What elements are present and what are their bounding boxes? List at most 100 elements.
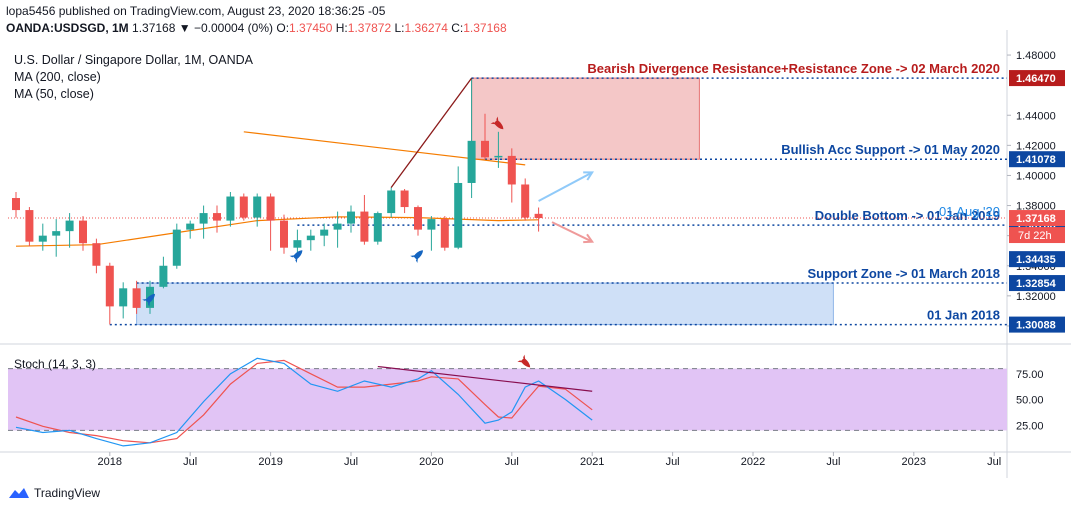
- candle-body: [280, 220, 288, 248]
- candle-body: [172, 229, 181, 266]
- time-tick-label: Jul: [987, 456, 1001, 468]
- candle-body: [239, 196, 248, 218]
- rocket-down-icon: [490, 116, 504, 130]
- rocket-fin: [142, 298, 150, 307]
- candle-body: [534, 213, 543, 219]
- open-label: O:: [276, 21, 290, 35]
- up-arrow-head: [583, 171, 595, 181]
- high-label: H:: [335, 21, 348, 35]
- low-value: 1.36274: [404, 21, 448, 35]
- stoch-band: [8, 368, 1007, 431]
- candle-body: [427, 219, 436, 230]
- candle-body: [52, 231, 61, 236]
- time-tick-label: 2018: [98, 456, 122, 468]
- level-label-3: Support Zone -> 01 March 2018: [807, 266, 1000, 281]
- rocket-up-icon: [410, 250, 423, 263]
- level-price-tag-1: 1.41078: [1016, 154, 1056, 166]
- price-tick-label: 1.38000: [1016, 201, 1056, 213]
- down-arrow-head: [583, 233, 595, 244]
- stoch-tick-label: 50.00: [1016, 395, 1044, 407]
- resistance-zone: [471, 77, 700, 160]
- rocket-fin: [289, 255, 298, 263]
- price-tick-label: 1.42000: [1016, 140, 1056, 152]
- countdown-tag-bg: [1009, 227, 1065, 244]
- candle-body: [293, 240, 302, 248]
- rocket-body: [494, 120, 504, 130]
- candle-body: [79, 220, 87, 244]
- candle-body: [333, 223, 342, 230]
- candle-body: [65, 220, 74, 232]
- last-price: 1.37168: [132, 21, 176, 35]
- current-price-tag-bg: [1009, 210, 1065, 227]
- symbol-label: OANDA:USDSGD, 1M: [6, 21, 129, 35]
- rocket-up-icon: [142, 293, 155, 307]
- candle-body: [454, 182, 463, 248]
- extra-price-tag-0: 1.34435: [1016, 254, 1056, 266]
- rocket-down-icon: [517, 354, 531, 368]
- level-price-tag-0-bg: [1009, 70, 1065, 87]
- time-tick-label: 2019: [258, 456, 282, 468]
- rocket-body: [520, 358, 531, 368]
- candle-body: [132, 288, 141, 308]
- candle-body: [38, 235, 47, 242]
- candle-body: [360, 211, 369, 242]
- candle-body: [440, 219, 449, 248]
- ma-50-line: [15, 216, 539, 247]
- time-tick-label: Jul: [344, 456, 358, 468]
- candle-body: [186, 223, 195, 230]
- down-arrow-shaft: [551, 221, 593, 243]
- candle-body: [387, 190, 396, 214]
- price-tick-label: 1.48000: [1016, 50, 1056, 62]
- candle-body: [521, 184, 530, 218]
- stoch-k-line: [15, 357, 593, 447]
- candle-body: [494, 155, 503, 158]
- price-tick-label: 1.44000: [1016, 110, 1056, 122]
- tradingview-logo-icon: [9, 488, 29, 498]
- ma-200-legend: MA (200, close): [14, 70, 101, 84]
- current-price-tag: 1.37168: [1016, 213, 1056, 225]
- level-label-1: Bullish Acc Support -> 01 May 2020: [781, 142, 1000, 157]
- candle-body: [400, 190, 409, 208]
- rocket-fin: [490, 116, 499, 125]
- support-zone: [136, 282, 834, 326]
- candle-body: [347, 211, 355, 224]
- stoch-legend: Stoch (14, 3, 3): [14, 357, 96, 371]
- ohlc-line: OANDA:USDSGD, 1M 1.37168 ▼ −0.00004 (0%)…: [6, 20, 507, 37]
- time-tick-label: Jul: [505, 456, 519, 468]
- rocket-body: [413, 250, 423, 260]
- rocket-body: [145, 293, 155, 304]
- level-label-4: 01 Jan 2018: [927, 308, 1000, 323]
- candle-body: [507, 155, 516, 185]
- time-tick-label: 2022: [741, 456, 765, 468]
- close-label: C:: [451, 21, 464, 35]
- stoch-tick-label: 75.00: [1016, 369, 1044, 381]
- candle-body: [105, 265, 114, 307]
- time-tick-label: Jul: [826, 456, 840, 468]
- rocket-body: [293, 250, 303, 260]
- symbol-title: U.S. Dollar / Singapore Dollar, 1M, OAND…: [14, 53, 254, 67]
- level-price-tag-1-bg: [1009, 151, 1065, 168]
- rocket-fin: [517, 354, 526, 363]
- candle-body: [414, 207, 422, 230]
- time-tick-label: 2020: [419, 456, 443, 468]
- candle-body: [25, 210, 34, 242]
- candle-body: [213, 213, 221, 221]
- time-tick-label: Jul: [666, 456, 680, 468]
- candle-body: [253, 196, 262, 218]
- extra-price-tag-0-bg: [1009, 251, 1065, 268]
- candle-body: [467, 140, 476, 183]
- candle-body: [306, 235, 315, 241]
- candle-body: [12, 198, 20, 211]
- stoch-tick-label: 25.00: [1016, 420, 1044, 432]
- rocket-fin: [410, 255, 418, 263]
- level-price-tag-3-bg: [1009, 275, 1065, 292]
- tradingview-logo[interactable]: TradingView: [8, 486, 100, 500]
- stoch-divergence-line: [377, 365, 593, 392]
- candles: [12, 78, 543, 325]
- chart-header: lopa5456 published on TradingView.com, A…: [6, 3, 507, 37]
- price-change: ▼ −0.00004 (0%): [178, 21, 274, 35]
- price-tick-label: 1.32000: [1016, 291, 1056, 303]
- level-price-tag-3: 1.32854: [1016, 278, 1057, 290]
- candle-body: [226, 196, 235, 221]
